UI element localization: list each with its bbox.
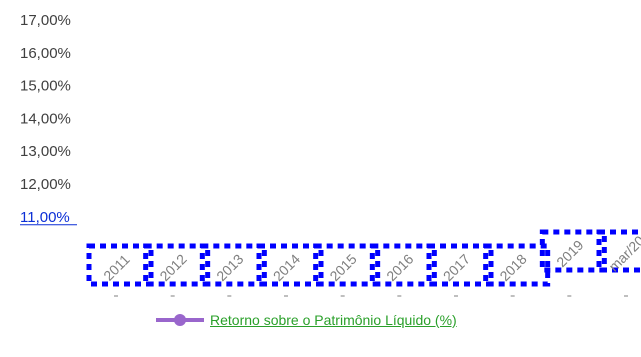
- x-tick-selection-box[interactable]: [313, 243, 381, 287]
- y-tick-label: 12,00%: [20, 176, 71, 193]
- y-tick-label: 16,00%: [20, 45, 71, 62]
- legend-line-marker-icon: [156, 313, 204, 327]
- x-tick-label[interactable]: 2017: [440, 251, 473, 284]
- y-tick-label: 14,00%: [20, 110, 71, 127]
- legend-series-label[interactable]: Retorno sobre o Patrimônio Líquido (%): [210, 312, 457, 328]
- y-tick-label: 17,00%: [20, 12, 71, 29]
- y-tick-label: 15,00%: [20, 78, 71, 95]
- x-axis: 2011 2012 2013 2014 2015 2016 2017 2018 2019 mar/…: [86, 229, 641, 297]
- x-tick-selection-box[interactable]: [143, 243, 211, 287]
- x-tick-selection-box[interactable]: [426, 243, 494, 287]
- x-tick-label[interactable]: 2014: [270, 251, 303, 284]
- x-tick-selection-box[interactable]: [596, 229, 641, 273]
- x-tick-selection-box[interactable]: [483, 243, 551, 287]
- x-tick-label[interactable]: 2011: [100, 251, 133, 284]
- y-axis: 17,00% 16,00% 15,00% 14,00% 13,00% 12,00% 11,0…: [20, 12, 77, 226]
- y-tick-label: 11,00%: [20, 209, 70, 226]
- x-tick-label[interactable]: 2012: [156, 251, 189, 284]
- x-tick-selection-box[interactable]: [369, 243, 437, 287]
- x-tick-selection-box[interactable]: [199, 243, 267, 287]
- x-tick-selection-box[interactable]: [539, 229, 607, 273]
- x-tick-label[interactable]: 2015: [326, 251, 359, 284]
- x-tick-label[interactable]: 2016: [383, 251, 416, 284]
- y-tick-label: 13,00%: [20, 143, 71, 160]
- x-tick-selection-box[interactable]: [86, 243, 154, 287]
- legend[interactable]: Retorno sobre o Patrimônio Líquido (%): [156, 309, 457, 331]
- x-tick-label[interactable]: 2013: [213, 251, 246, 284]
- x-tick-label[interactable]: 2019: [553, 237, 586, 270]
- x-tick-label[interactable]: 2018: [496, 251, 529, 284]
- x-tick-selection-box[interactable]: [256, 243, 324, 287]
